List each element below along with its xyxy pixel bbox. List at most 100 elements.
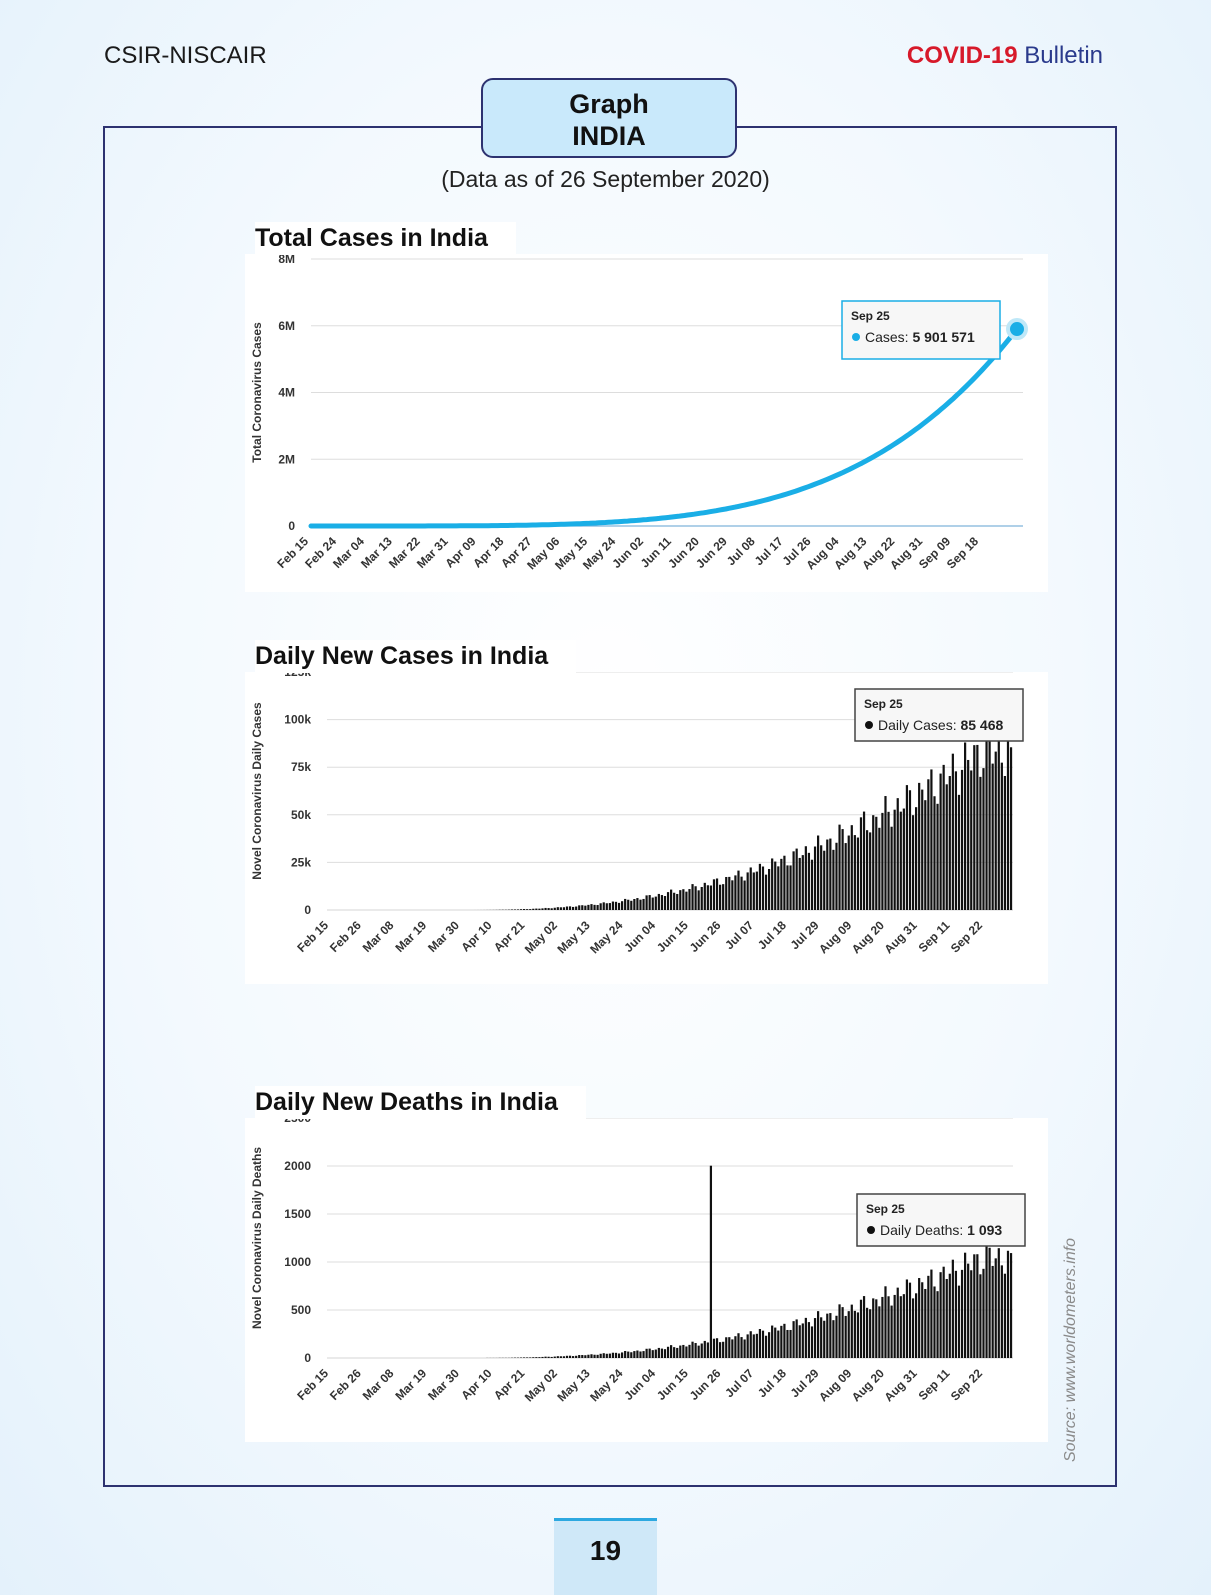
- bar: [584, 1355, 587, 1358]
- bar: [807, 1322, 811, 1358]
- bar: [740, 1337, 743, 1358]
- bar: [801, 855, 804, 910]
- bar: [593, 1354, 596, 1358]
- bar: [945, 784, 948, 910]
- data-point-last: [1006, 318, 1028, 341]
- bar: [630, 900, 633, 910]
- tooltip-date: Sep 25: [851, 309, 890, 323]
- bar: [697, 1345, 700, 1358]
- bar: [826, 839, 829, 910]
- bar: [596, 1354, 599, 1358]
- bar: [994, 1258, 997, 1358]
- bar: [645, 895, 648, 910]
- source-note: Source: www.worldometers.info: [1062, 1237, 1079, 1462]
- bar: [813, 1318, 817, 1358]
- bar: [691, 1341, 694, 1358]
- x-tick-label: Sep 11: [916, 1366, 953, 1403]
- bar: [979, 776, 982, 910]
- bar: [884, 796, 887, 910]
- x-tick-label: Feb 15: [294, 918, 331, 955]
- bar: [982, 1268, 985, 1358]
- x-tick-label: Feb 26: [327, 918, 364, 955]
- bar: [624, 898, 627, 910]
- bar: [547, 1356, 550, 1358]
- bar: [1000, 762, 1003, 910]
- bar: [715, 1338, 719, 1358]
- bar: [673, 892, 676, 910]
- bar: [663, 1349, 667, 1358]
- bar: [737, 870, 740, 910]
- bar: [725, 876, 728, 910]
- bar: [621, 901, 624, 910]
- x-tick-label: Sep 22: [948, 918, 985, 955]
- bar: [887, 811, 890, 910]
- bar: [774, 861, 777, 910]
- bar: [731, 1339, 734, 1358]
- bar: [621, 1352, 624, 1358]
- bar: [850, 1304, 853, 1358]
- bar: [768, 868, 771, 910]
- bar: [657, 1347, 660, 1358]
- bar: [786, 865, 789, 910]
- bar: [862, 1296, 866, 1358]
- as-of-date: (Data as of 26 September 2020): [441, 166, 770, 192]
- bar: [804, 1317, 807, 1358]
- bar: [676, 1347, 679, 1358]
- bar: [719, 884, 722, 910]
- bar: [866, 1307, 869, 1358]
- bar: [893, 809, 896, 910]
- bar: [856, 837, 860, 910]
- y-tick-label: 125k: [284, 672, 311, 679]
- bar: [556, 1356, 559, 1358]
- x-tick-label: Sep 11: [916, 918, 953, 955]
- bar: [832, 849, 835, 910]
- tooltip-date: Sep 25: [864, 697, 903, 711]
- graph-title-line2: INDIA: [572, 121, 646, 151]
- bar: [1006, 739, 1010, 910]
- bulletin-label: COVID-19 Bulletin: [907, 42, 1103, 70]
- bar: [510, 909, 513, 910]
- tooltip-dot: [865, 721, 873, 729]
- bar: [630, 1352, 633, 1358]
- bar: [927, 779, 930, 910]
- bar: [967, 759, 970, 910]
- x-tick-label: Mar 30: [425, 1366, 462, 1403]
- bar: [866, 830, 869, 910]
- bar: [550, 908, 553, 910]
- bar: [970, 770, 973, 910]
- bar: [568, 906, 572, 910]
- x-tick-label: Jun 15: [654, 918, 691, 955]
- bar: [572, 906, 575, 910]
- bar: [761, 1330, 765, 1358]
- x-tick-label: Mar 08: [360, 918, 397, 955]
- bar: [942, 764, 945, 910]
- bar: [519, 909, 523, 910]
- bar: [639, 1351, 642, 1358]
- bar: [752, 872, 755, 910]
- bar: [642, 898, 645, 910]
- bar: [660, 1348, 664, 1358]
- bar: [777, 866, 780, 910]
- bar: [976, 1254, 979, 1358]
- bar: [872, 1298, 875, 1358]
- bar: [957, 1285, 961, 1358]
- bar: [633, 1351, 636, 1358]
- bar: [777, 1330, 780, 1358]
- y-tick-label: 0: [304, 903, 311, 917]
- x-tick-label: Jun 29: [693, 534, 730, 571]
- bar: [719, 1342, 722, 1358]
- org-name: CSIR-NISCAIR: [104, 42, 267, 69]
- bar: [535, 908, 538, 910]
- bar: [657, 893, 660, 910]
- bar: [918, 782, 921, 910]
- bar: [746, 872, 749, 910]
- bar: [605, 1353, 608, 1358]
- x-tick-label: Aug 20: [849, 1366, 887, 1404]
- y-tick-label: 2M: [278, 452, 295, 466]
- bar: [820, 1317, 823, 1358]
- bar: [985, 729, 988, 910]
- bar: [608, 903, 611, 910]
- tooltip-box: [856, 1193, 1026, 1247]
- bar: [991, 1265, 994, 1358]
- page-number: 19: [554, 1518, 657, 1595]
